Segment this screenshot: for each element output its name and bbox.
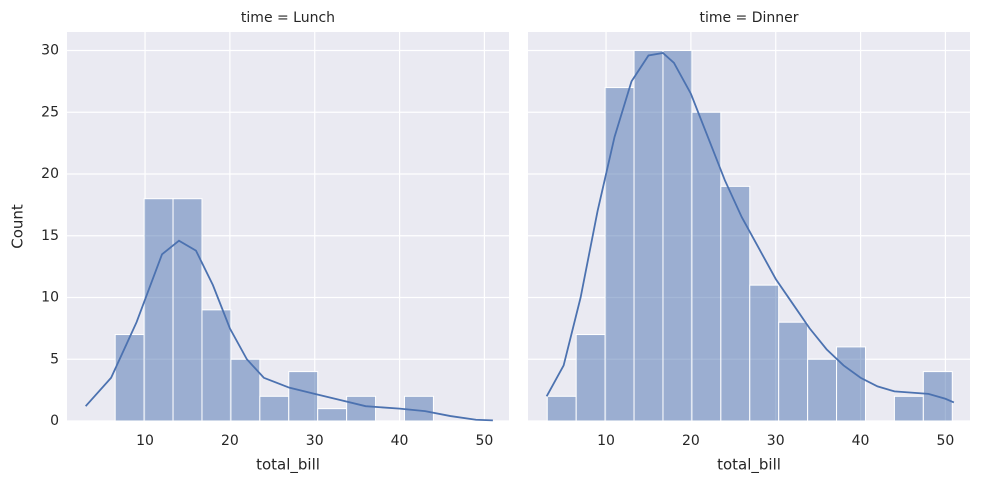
bar xyxy=(749,284,780,422)
kde-line xyxy=(84,239,493,422)
bar xyxy=(546,395,577,422)
y-tick-label: 25 xyxy=(41,104,59,120)
bar xyxy=(403,395,434,422)
x-axis-label: total_bill xyxy=(256,456,320,475)
bar xyxy=(604,87,635,422)
x-tick-label: 20 xyxy=(221,433,239,449)
y-tick-label: 30 xyxy=(41,43,59,59)
x-tick-label: 50 xyxy=(936,433,954,449)
x-tick-label: 40 xyxy=(852,433,870,449)
x-tick-label: 30 xyxy=(767,433,785,449)
bar xyxy=(230,358,261,422)
panel-title: time = Lunch xyxy=(241,10,335,26)
bar xyxy=(720,185,751,422)
bar xyxy=(143,198,174,422)
bar xyxy=(201,309,232,422)
x-axis-label: total_bill xyxy=(717,456,781,475)
y-tick-label: 20 xyxy=(41,166,59,182)
bar xyxy=(575,334,606,422)
x-tick-label: 30 xyxy=(306,433,324,449)
bar xyxy=(114,334,145,422)
bar xyxy=(288,371,319,422)
x-tick-label: 10 xyxy=(597,433,615,449)
bar xyxy=(893,395,924,422)
bar xyxy=(172,198,203,422)
kde-line xyxy=(545,52,955,404)
bar xyxy=(836,346,866,422)
x-tick-label: 40 xyxy=(391,433,409,449)
bar xyxy=(662,50,693,422)
y-tick-label: 15 xyxy=(41,228,59,244)
x-tick-label: 50 xyxy=(475,433,493,449)
panel-title: time = Dinner xyxy=(699,10,798,26)
bar xyxy=(807,358,838,422)
bar xyxy=(317,408,348,422)
bar xyxy=(346,395,377,422)
y-tick-label: 10 xyxy=(41,290,59,306)
x-tick-label: 10 xyxy=(136,433,154,449)
bar xyxy=(259,395,290,422)
y-axis-label: Count xyxy=(9,204,27,249)
bar xyxy=(633,50,664,422)
bar xyxy=(778,321,809,422)
bar xyxy=(691,111,722,422)
x-tick-label: 20 xyxy=(682,433,700,449)
y-tick-label: 5 xyxy=(50,351,59,367)
y-tick-label: 0 xyxy=(50,413,59,429)
